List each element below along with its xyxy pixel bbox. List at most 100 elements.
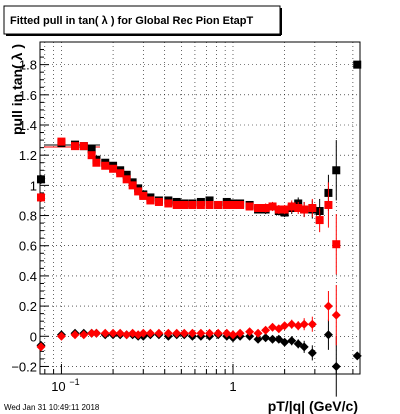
- data-point-square: [109, 164, 118, 173]
- data-point-diamond: [145, 328, 155, 338]
- y-tick-label: 1: [30, 178, 37, 193]
- data-point-square: [36, 175, 45, 184]
- x-tick-label: 10: [51, 379, 65, 394]
- data-point-square: [134, 187, 143, 196]
- data-point-diamond: [299, 342, 309, 352]
- y-tick-label: 0.2: [19, 299, 37, 314]
- data-point-diamond: [245, 327, 255, 337]
- data-point-square: [254, 204, 263, 212]
- data-point-square: [128, 181, 137, 190]
- data-point-diamond: [253, 328, 263, 338]
- data-point-diamond: [253, 334, 263, 344]
- data-point-square: [268, 202, 277, 211]
- title-frame: [3, 5, 281, 35]
- data-point-diamond: [268, 322, 278, 332]
- data-point-diamond: [261, 325, 271, 335]
- data-point-square: [315, 216, 324, 225]
- data-point-diamond: [261, 333, 271, 343]
- data-point-square: [324, 200, 333, 209]
- data-point-diamond: [115, 328, 125, 338]
- data-point-square: [116, 169, 125, 178]
- data-point-diamond: [287, 336, 297, 346]
- data-point-diamond: [79, 330, 89, 340]
- data-point-square: [287, 202, 296, 211]
- data-point-diamond: [280, 337, 290, 347]
- data-point-square: [57, 137, 66, 146]
- data-point-square: [222, 200, 231, 209]
- data-point-square: [332, 166, 341, 175]
- data-point-diamond: [154, 328, 164, 338]
- data-point-diamond: [235, 328, 245, 338]
- data-point-diamond: [91, 328, 101, 338]
- data-point-square: [205, 196, 214, 205]
- data-point-square: [308, 204, 317, 212]
- data-point-square: [274, 205, 283, 214]
- data-point-diamond: [331, 361, 341, 371]
- data-point-diamond: [268, 334, 278, 344]
- data-point-square: [236, 200, 245, 209]
- series-1: [36, 137, 341, 275]
- y-tick-label: 0.8: [19, 209, 37, 224]
- data-point-diamond: [213, 328, 223, 338]
- y-axis-label: pull in tan( λ ): [9, 44, 25, 135]
- data-point-square: [332, 240, 341, 249]
- data-point-diamond: [100, 328, 110, 338]
- data-point-square: [146, 196, 155, 205]
- data-point-square: [205, 200, 214, 209]
- data-point-diamond: [187, 328, 197, 338]
- data-point-diamond: [179, 328, 189, 338]
- data-point-square: [261, 204, 270, 212]
- data-point-diamond: [307, 319, 317, 329]
- tick-labels: 10 −1 1 −0.2 0 0.2 0.4 0.6 0.8 1 1.2 1.4 1.6 1.8: [11, 58, 236, 394]
- title-box: Fitted pull in tan( λ ) for Global Rec P…: [3, 5, 282, 36]
- data-point-diamond: [287, 319, 297, 329]
- data-point-diamond: [323, 301, 333, 311]
- y-tick-label: −0.2: [11, 359, 37, 374]
- data-point-square: [139, 191, 148, 200]
- data-point-square: [280, 205, 289, 214]
- y-tick-label: 0.6: [19, 239, 37, 254]
- data-point-diamond: [196, 328, 206, 338]
- y-tick-label: 1.4: [19, 118, 37, 133]
- data-point-square: [300, 205, 309, 214]
- data-point-square: [92, 158, 101, 167]
- data-point-diamond: [280, 321, 290, 331]
- data-point-diamond: [352, 351, 362, 361]
- chart-title: Fitted pull in tan( λ ) for Global Rec P…: [10, 15, 254, 27]
- data-point-diamond: [228, 330, 238, 340]
- data-point-square: [79, 142, 88, 151]
- data-point-diamond: [56, 331, 66, 341]
- data-point-diamond: [323, 330, 333, 340]
- data-point-diamond: [205, 328, 215, 338]
- data-point-diamond: [307, 348, 317, 358]
- x-tick-exponent: −1: [69, 377, 79, 387]
- data-point-diamond: [36, 342, 46, 352]
- data-point-diamond: [222, 328, 232, 338]
- data-point-diamond: [138, 328, 148, 338]
- data-point-square: [122, 170, 131, 179]
- data-point-square: [245, 202, 254, 211]
- data-point-diamond: [299, 319, 309, 329]
- grid: [40, 42, 360, 374]
- y-tick-label: 1.8: [19, 58, 37, 73]
- data-point-square: [353, 60, 362, 69]
- data-point-square: [164, 199, 173, 208]
- data-point-square: [196, 200, 205, 209]
- data-point-diamond: [331, 310, 341, 320]
- x-axis-label: pT/|q| (GeV/c): [268, 398, 358, 414]
- data-point-square: [122, 175, 131, 184]
- data-point-square: [294, 204, 303, 212]
- y-tick-label: 0: [30, 329, 37, 344]
- data-point-diamond: [245, 331, 255, 341]
- timestamp: Wed Jan 31 10:49:11 2018: [4, 403, 100, 412]
- data-point-diamond: [172, 328, 182, 338]
- y-tick-label: 1.2: [19, 148, 37, 163]
- data-point-diamond: [87, 328, 97, 338]
- data-point-square: [36, 193, 45, 202]
- y-tick-label: 0.4: [19, 269, 37, 284]
- data-point-square: [188, 200, 197, 209]
- data-point-square: [101, 161, 110, 170]
- data-point-square: [172, 200, 181, 209]
